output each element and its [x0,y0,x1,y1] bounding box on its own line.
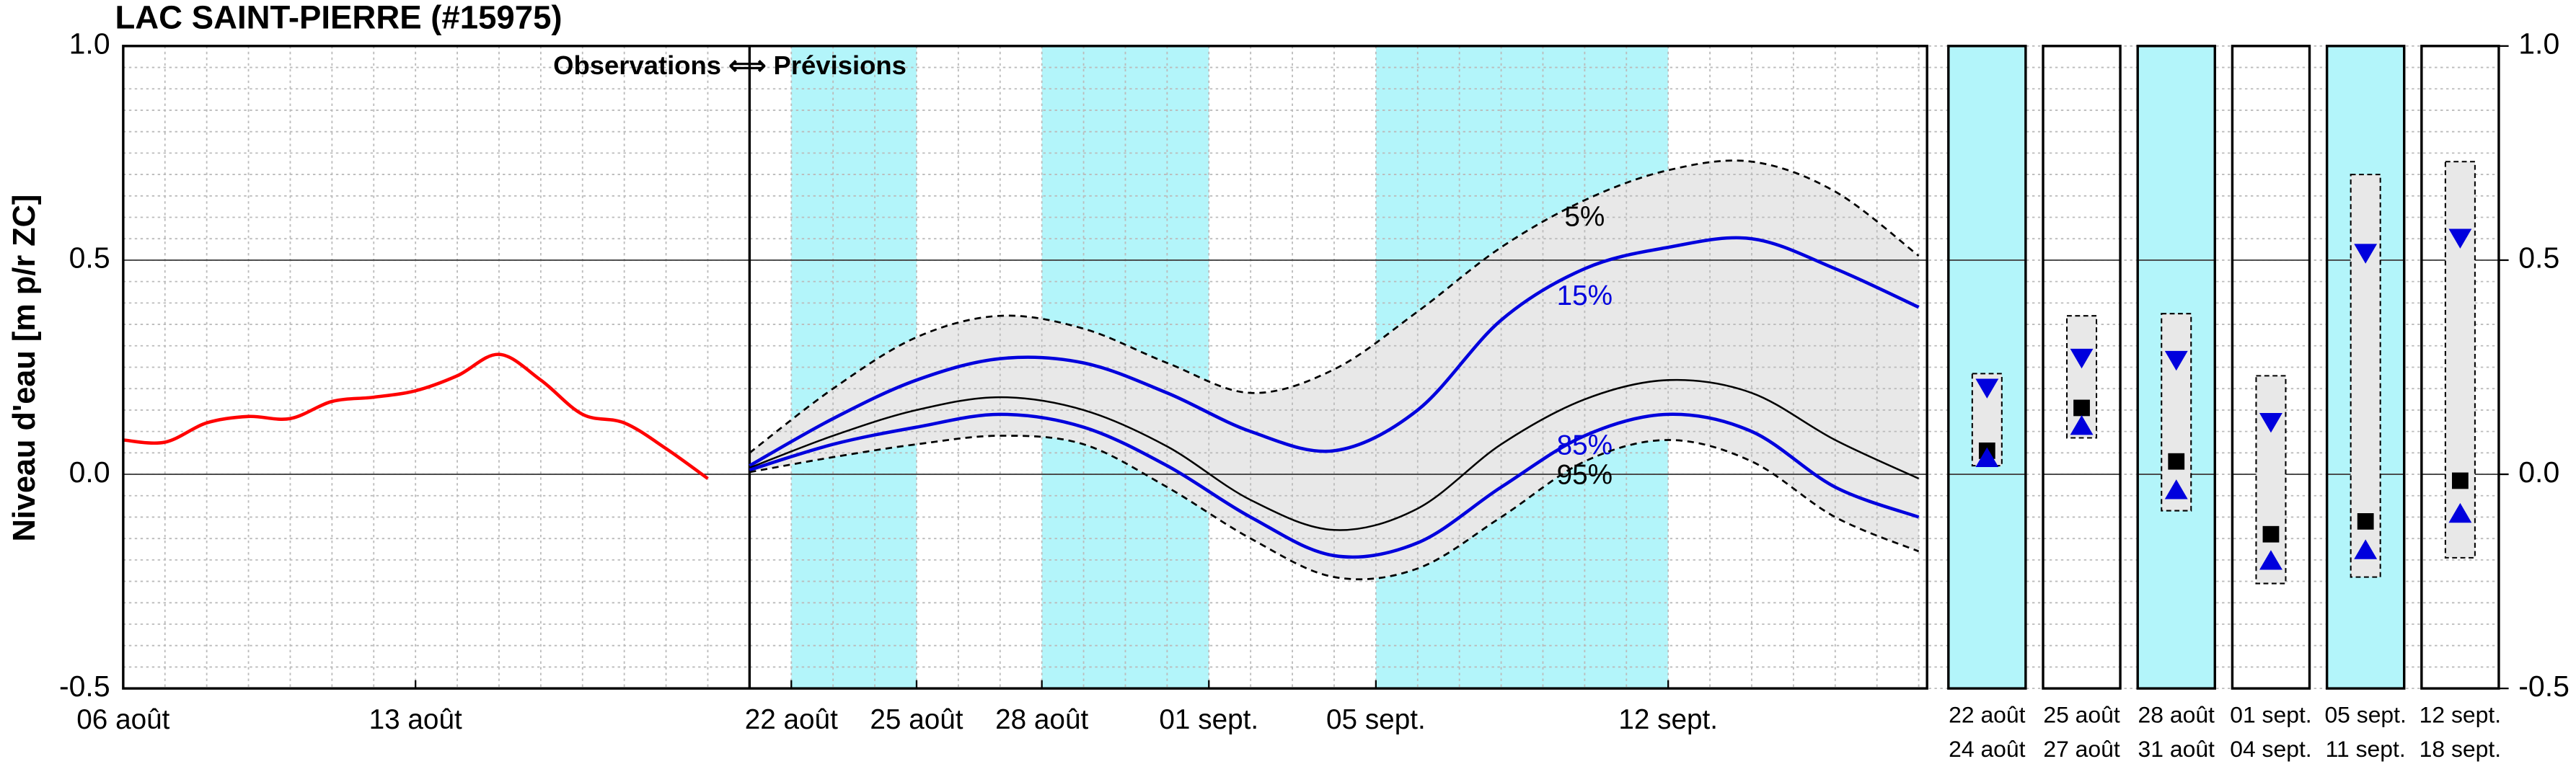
upper-marker [2259,413,2282,433]
median-marker [2262,525,2280,543]
line-series [123,352,709,480]
range-box [2350,174,2381,578]
percentile-label: 95% [1557,459,1613,490]
lower-marker [2164,479,2188,499]
lower-marker [1975,447,1999,467]
y-tick-label: 0.0 [2518,456,2559,489]
upper-marker [2164,350,2188,371]
upper-marker [1975,378,1999,399]
line-series [749,159,1920,454]
panel-label: 31 août [2138,736,2215,762]
panel-label: 18 sept. [2420,736,2501,762]
panel-frame [2042,45,2122,690]
median-marker [2357,513,2374,530]
x-tick-label: 05 sept. [1326,704,1426,735]
range-box [2255,375,2287,585]
range-box [2161,313,2192,512]
y-tick-label: 1.0 [2518,27,2559,61]
annotation: Observations ⟺ Prévisions [553,50,907,80]
percentile-label: 15% [1557,280,1613,311]
y-tick-label: -0.5 [2518,670,2570,703]
percentile-label: 85% [1557,430,1613,461]
x-tick-label: 01 sept. [1159,704,1258,735]
panel-label: 04 sept. [2230,736,2311,762]
line-series [749,378,1920,531]
x-tick-label: 22 août [745,704,838,735]
lower-marker [2354,539,2378,559]
panel-label: 25 août [2043,701,2120,727]
median-marker [2073,399,2090,417]
x-tick-label: 12 sept. [1618,704,1718,735]
lower-marker [2448,502,2472,523]
panel-label: 11 sept. [2326,736,2406,762]
line-series [749,412,1920,559]
upper-marker [2448,228,2472,249]
median-marker [2168,453,2185,470]
panel-label: 27 août [2043,736,2120,762]
lower-marker [2070,415,2094,435]
panel-label: 05 sept. [2324,701,2406,727]
upper-marker [2070,348,2094,369]
panel-frame [2325,45,2406,690]
x-tick-label: 06 août [76,704,169,735]
panel-label: 12 sept. [2420,701,2501,727]
panel-frame [2231,45,2311,690]
panel-label: 01 sept. [2230,701,2311,727]
panel-label: 24 août [1949,736,2026,762]
x-tick-label: 28 août [995,704,1088,735]
y-tick-label: 0.5 [69,241,110,275]
x-tick-label: 13 août [369,704,462,735]
panel-frame [1947,45,2027,690]
y-tick-label: -0.5 [59,670,110,703]
chart-title: LAC SAINT-PIERRE (#15975) [115,0,562,35]
upper-marker [2354,244,2378,264]
y-tick-label: 1.0 [69,27,110,61]
plot-frame [122,45,1928,690]
panel-frame [2420,45,2500,690]
line-series [749,435,1920,581]
panel-label: 22 août [1949,701,2026,727]
panel-label: 28 août [2138,701,2215,727]
lower-marker [2259,550,2282,570]
y-tick-label: 0.5 [2518,241,2559,275]
y-axis-label: Niveau d'eau [m p/r ZC] [7,195,42,542]
line-series [749,236,1920,468]
panel-frame [2136,45,2216,690]
percentile-label: 5% [1564,201,1605,232]
x-tick-label: 25 août [870,704,963,735]
range-box [2444,161,2476,559]
y-tick-label: 0.0 [69,456,110,489]
shaded-panel [1948,45,2026,689]
median-marker [2452,472,2469,489]
